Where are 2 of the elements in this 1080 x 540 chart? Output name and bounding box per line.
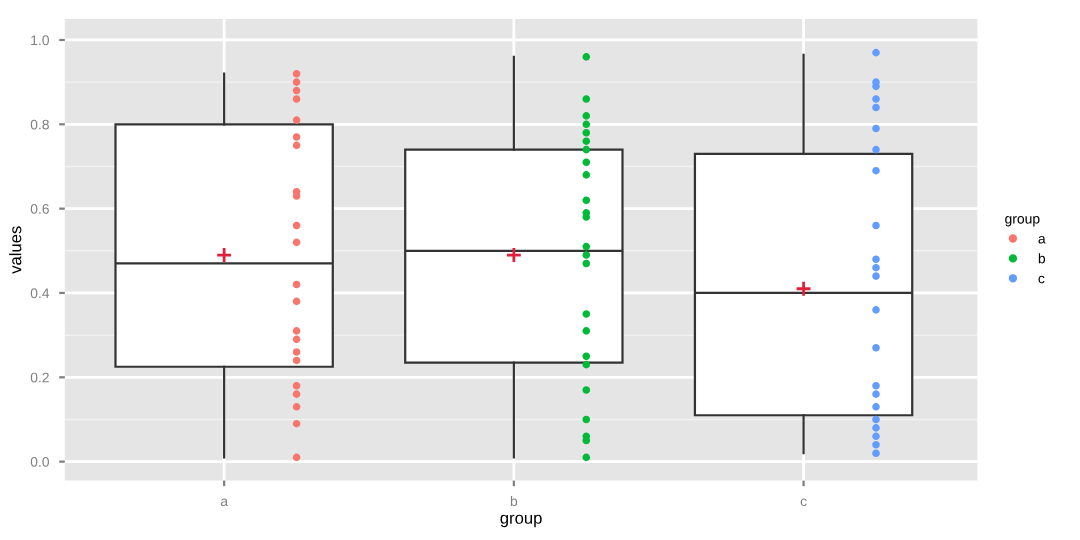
legend-title: group — [500, 514, 542, 528]
y-axis-title: values — [9, 226, 22, 274]
